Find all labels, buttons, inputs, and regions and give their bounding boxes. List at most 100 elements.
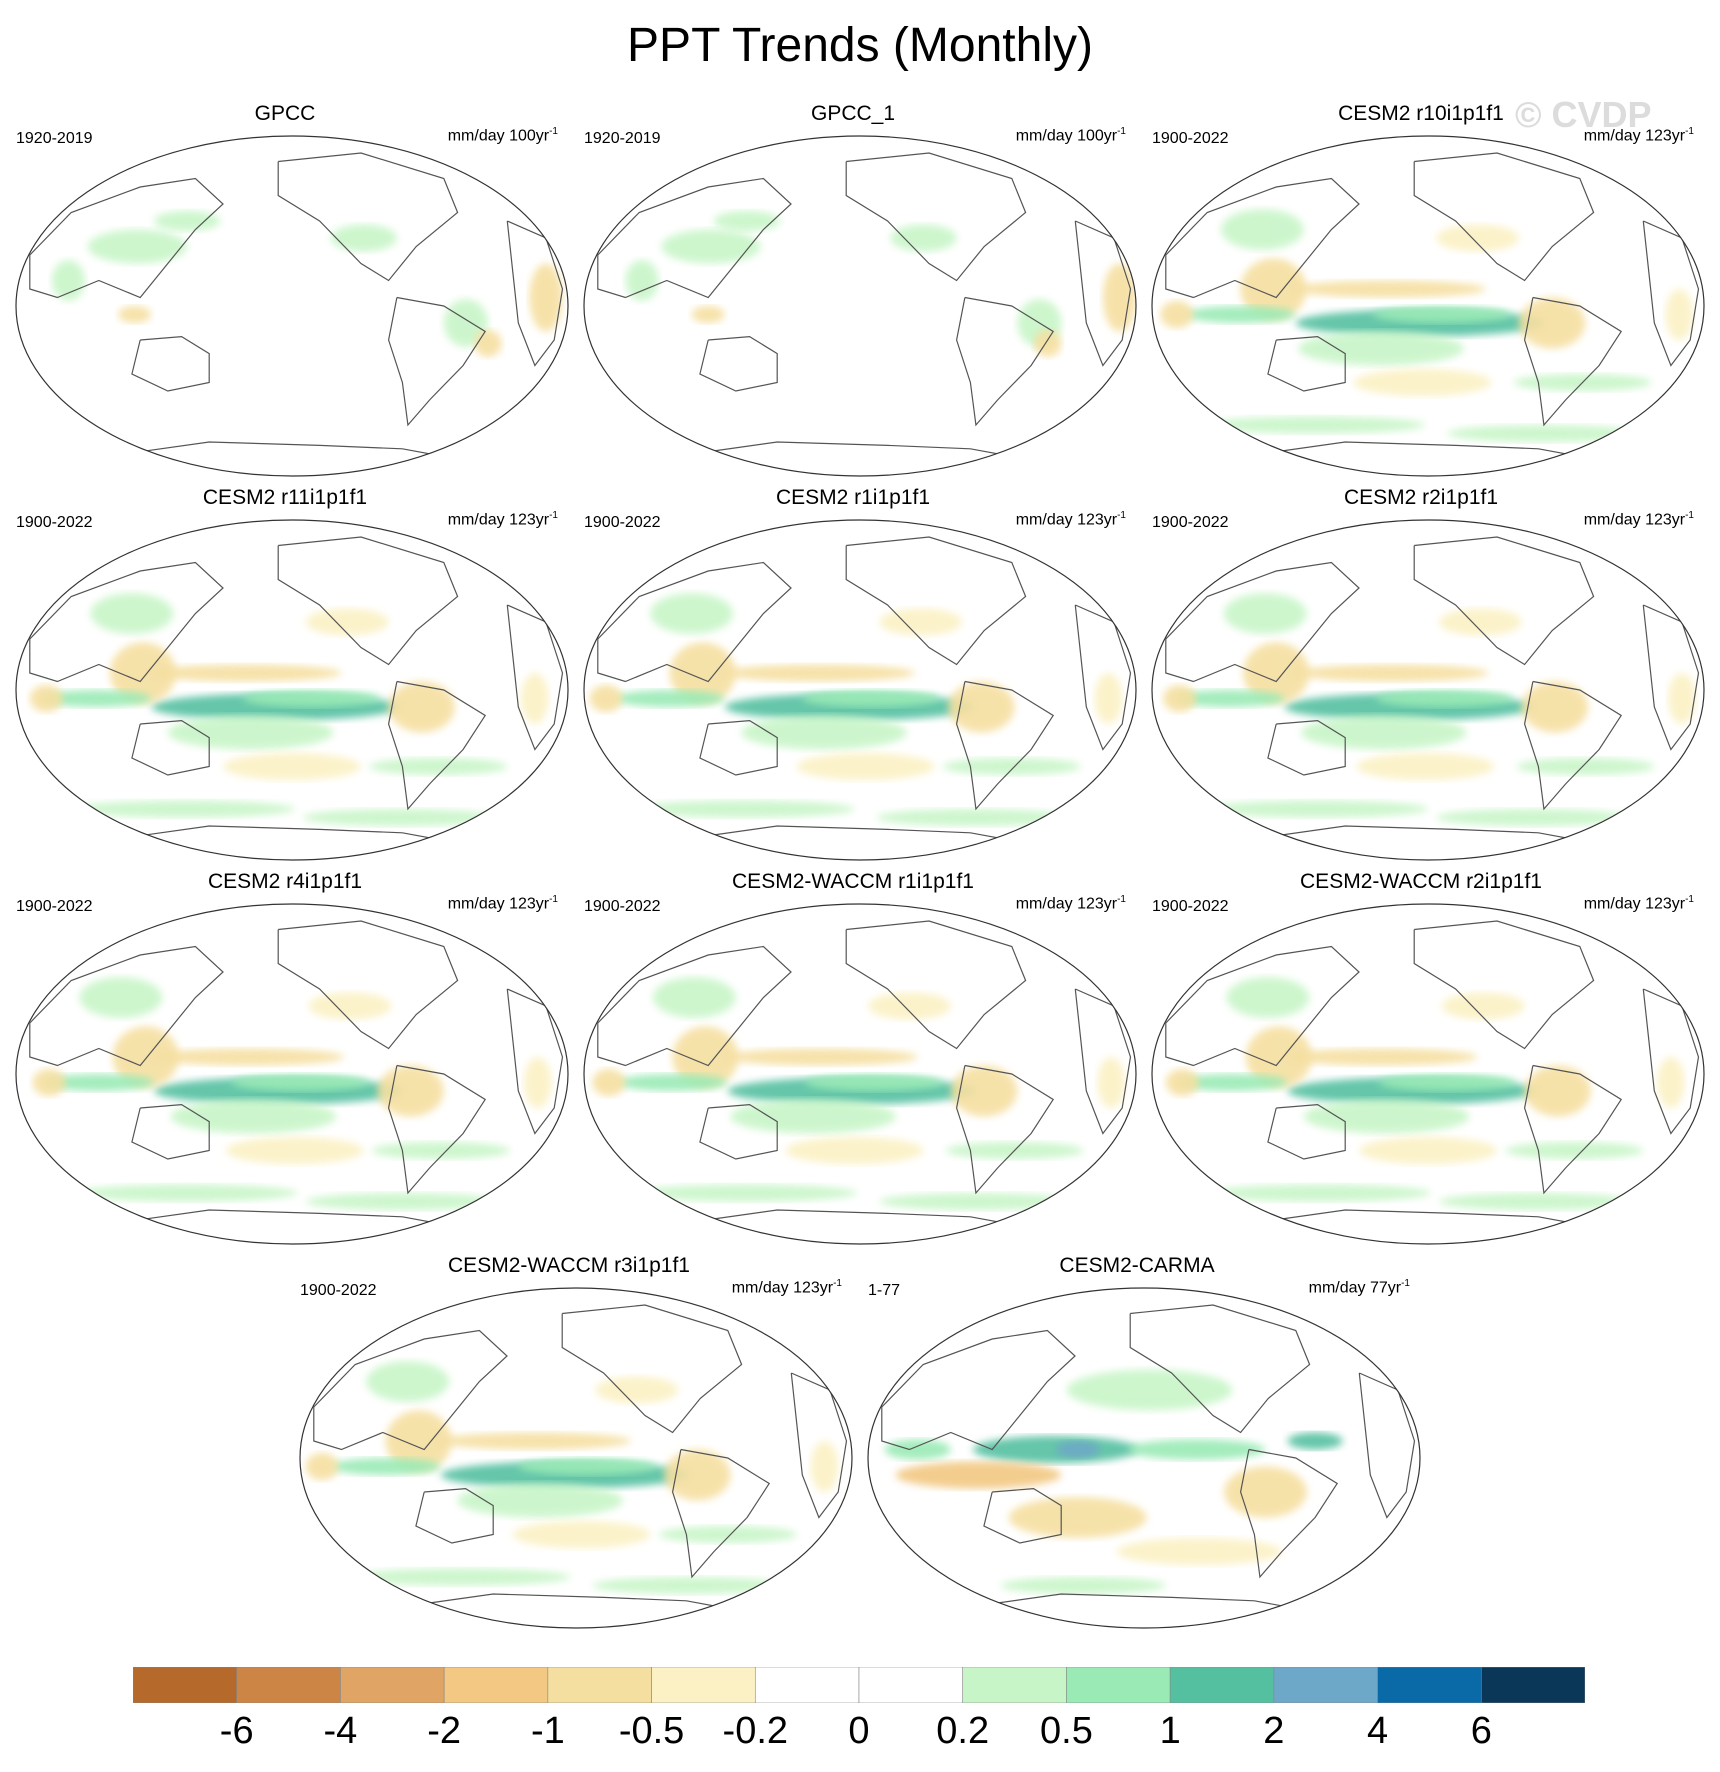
trend-anomaly-region bbox=[303, 809, 497, 826]
coastline bbox=[1523, 296, 1623, 427]
coastline bbox=[699, 719, 778, 776]
trend-anomaly-region bbox=[1657, 1057, 1685, 1108]
trend-anomaly-region bbox=[724, 1048, 918, 1066]
map-border bbox=[15, 519, 569, 861]
trend-anomaly-region bbox=[1000, 1577, 1167, 1594]
colorbar-tick-label: -2 bbox=[427, 1710, 462, 1752]
coastline bbox=[955, 1064, 1055, 1195]
trend-anomaly-region bbox=[1292, 280, 1486, 298]
panel-title: CESM2 r2i1p1f1 bbox=[1343, 486, 1499, 509]
panel-period: 1900-2022 bbox=[1152, 130, 1229, 147]
colorbar-swatches bbox=[132, 1666, 1586, 1704]
trend-field bbox=[584, 520, 1136, 860]
trend-anomaly-region bbox=[972, 1435, 1139, 1464]
trend-anomaly-region bbox=[1284, 1048, 1478, 1066]
trend-anomaly-region bbox=[589, 684, 623, 713]
trend-anomaly-region bbox=[225, 1136, 364, 1165]
trend-field bbox=[16, 520, 568, 860]
trend-anomaly-region bbox=[512, 1520, 651, 1549]
map-border bbox=[1151, 135, 1705, 477]
world-map bbox=[1151, 903, 1705, 1245]
coastline bbox=[955, 680, 1055, 811]
trend-anomaly-region bbox=[868, 992, 952, 1020]
trend-anomaly-region bbox=[1372, 306, 1511, 323]
trend-anomaly-region bbox=[1668, 673, 1696, 724]
trend-anomaly-region bbox=[879, 1193, 1073, 1210]
coastline bbox=[415, 1487, 494, 1544]
trend-anomaly-region bbox=[1033, 329, 1062, 357]
trend-anomaly-region bbox=[1097, 1057, 1125, 1108]
trend-anomaly-region bbox=[1116, 1537, 1282, 1566]
panel-period: 1-77 bbox=[868, 1282, 901, 1299]
trend-anomaly-region bbox=[349, 1568, 571, 1586]
trend-anomaly-region bbox=[884, 1439, 951, 1460]
trend-anomaly-region bbox=[330, 1458, 441, 1475]
figure-title: PPT Trends (Monthly) bbox=[627, 19, 1093, 72]
coastline bbox=[29, 177, 224, 299]
trend-anomaly-region bbox=[1375, 690, 1514, 707]
trend-anomaly-region bbox=[942, 758, 1081, 775]
panel-title: CESM2 r1i1p1f1 bbox=[775, 486, 931, 509]
map-panel: CESM2 r11i1p1f1 1900-2022 mm/day 123yr-1 bbox=[0, 484, 570, 869]
trend-anomaly-region bbox=[148, 664, 342, 682]
coastline bbox=[597, 945, 792, 1067]
coastline bbox=[1074, 988, 1132, 1135]
trend-field bbox=[584, 904, 1136, 1244]
trend-anomaly-region bbox=[625, 260, 659, 301]
trend-anomaly-region bbox=[330, 224, 397, 252]
trend-anomaly-region bbox=[305, 1193, 499, 1210]
panel-title: GPCC_1 bbox=[810, 102, 896, 125]
trend-anomaly-region bbox=[1207, 800, 1428, 818]
trend-anomaly-region bbox=[730, 1099, 896, 1134]
trend-anomaly-region bbox=[438, 1432, 632, 1450]
trend-field bbox=[1152, 520, 1704, 860]
trend-anomaly-region bbox=[1356, 752, 1495, 781]
trend-anomaly-region bbox=[87, 229, 188, 264]
coastline bbox=[131, 719, 210, 776]
trend-anomaly-region bbox=[43, 1074, 154, 1091]
world-map bbox=[15, 903, 569, 1245]
trend-anomaly-region bbox=[32, 1068, 66, 1097]
trend-anomaly-region bbox=[1439, 1193, 1633, 1210]
trend-anomaly-region bbox=[1223, 593, 1307, 634]
trend-anomaly-region bbox=[73, 800, 295, 818]
trend-anomaly-region bbox=[895, 1461, 1062, 1489]
map-panel: CESM2 r10i1p1f1 1900-2022 mm/day 123yr-1 bbox=[1136, 100, 1706, 485]
world-map bbox=[583, 903, 1137, 1245]
trend-anomaly-region bbox=[51, 260, 85, 301]
panel-period: 1900-2022 bbox=[1152, 898, 1229, 915]
trend-anomaly-region bbox=[231, 1074, 370, 1091]
world-map bbox=[583, 519, 1137, 861]
map-panel: CESM2-WACCM r2i1p1f1 1900-2022 mm/day 123y… bbox=[1136, 868, 1706, 1253]
trend-anomaly-region bbox=[1505, 1142, 1644, 1159]
trend-anomaly-region bbox=[1436, 809, 1630, 826]
trend-anomaly-region bbox=[1160, 300, 1194, 329]
trend-anomaly-region bbox=[1301, 715, 1467, 750]
coastline bbox=[1129, 1304, 1311, 1434]
trend-anomaly-region bbox=[1163, 684, 1197, 713]
trend-anomaly-region bbox=[653, 977, 736, 1018]
trend-anomaly-region bbox=[691, 306, 725, 323]
coastline bbox=[1165, 177, 1360, 299]
panel-period: 1900-2022 bbox=[584, 514, 661, 531]
trend-anomaly-region bbox=[474, 329, 502, 357]
trend-anomaly-region bbox=[170, 1099, 337, 1134]
colorbar-swatch bbox=[132, 1666, 238, 1704]
trend-anomaly-region bbox=[1521, 681, 1589, 733]
map-border bbox=[299, 1287, 853, 1629]
colorbar-tick-label: -6 bbox=[219, 1710, 254, 1752]
coastline bbox=[1074, 604, 1132, 751]
coastline bbox=[112, 1209, 458, 1228]
trend-anomaly-region bbox=[308, 992, 392, 1020]
map-border bbox=[15, 903, 569, 1245]
trend-anomaly-region bbox=[90, 593, 174, 634]
coastline bbox=[845, 152, 1027, 282]
coastline bbox=[671, 1448, 771, 1579]
panel-title: CESM2 r10i1p1f1 bbox=[1338, 102, 1504, 125]
trend-anomaly-region bbox=[1447, 425, 1641, 442]
coastline bbox=[1358, 1372, 1416, 1519]
coastline bbox=[597, 177, 792, 299]
colorbar-tick-label: -0.2 bbox=[722, 1710, 789, 1752]
trend-anomaly-region bbox=[1665, 289, 1693, 340]
coastline bbox=[277, 920, 459, 1050]
